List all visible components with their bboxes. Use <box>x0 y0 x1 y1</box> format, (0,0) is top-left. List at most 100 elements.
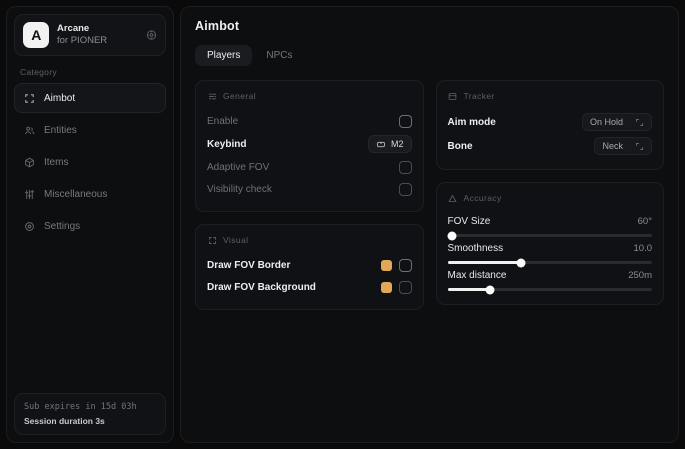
row-label: Bone <box>447 140 473 152</box>
row-bone: Bone Neck <box>447 134 652 158</box>
sidebar-item-label: Items <box>44 156 69 168</box>
row-label: Draw FOV Border <box>207 259 291 271</box>
card-general: General Enable Keybind <box>195 80 424 212</box>
slider-smoothness: Smoothness 10.0 <box>447 239 653 267</box>
logo-letter: A <box>31 27 41 43</box>
card-accuracy-header: Accuracy <box>448 193 653 203</box>
bone-value: Neck <box>602 141 623 151</box>
enable-checkbox[interactable] <box>398 114 412 128</box>
bone-select[interactable]: Neck <box>594 137 652 155</box>
card-title: Tracker <box>463 91 495 101</box>
sidebar-nav: Aimbot Entities Items <box>14 83 166 241</box>
slider-header: Max distance 250m <box>448 270 653 281</box>
profile-card[interactable]: A Arcane for PIONER <box>14 14 166 56</box>
left-column: General Enable Keybind <box>195 80 424 310</box>
row-label: Draw FOV Background <box>207 281 316 293</box>
row-label: Aim mode <box>447 116 496 128</box>
adaptive-fov-checkbox[interactable] <box>398 160 412 174</box>
row-controls <box>380 280 412 294</box>
tab-label: NPCs <box>266 50 293 61</box>
gear-icon[interactable] <box>146 30 157 41</box>
gear-icon <box>23 220 35 232</box>
slider-value: 60° <box>637 216 652 227</box>
sidebar: A Arcane for PIONER Category <box>6 6 174 443</box>
expand-icon <box>635 142 644 151</box>
row-controls <box>398 182 412 196</box>
row-controls <box>398 114 412 128</box>
card-title: Accuracy <box>463 193 502 203</box>
row-draw-fov-border: Draw FOV Border <box>207 254 412 276</box>
sub-expiry-text: Sub expires in 15d 03h <box>24 402 137 412</box>
card-visual: Visual Draw FOV Border Draw FOV Backgrou… <box>195 224 424 310</box>
row-adaptive-fov: Adaptive FOV <box>207 156 412 178</box>
keybind-button[interactable]: M2 <box>367 135 412 153</box>
sidebar-item-aimbot[interactable]: Aimbot <box>14 83 166 113</box>
slider-thumb[interactable] <box>485 285 495 294</box>
tab-npcs[interactable]: NPCs <box>254 45 304 66</box>
profile-name: Arcane <box>57 23 90 35</box>
sidebar-item-miscellaneous[interactable]: Miscellaneous <box>14 179 166 209</box>
slider-track[interactable] <box>447 231 652 240</box>
profile-subtitle: for PIONER <box>57 35 108 46</box>
expand-icon <box>635 118 644 127</box>
slider-label: FOV Size <box>447 216 491 227</box>
page-title: Aimbot <box>195 19 240 33</box>
row-aim-mode: Aim mode On Hold <box>447 110 652 134</box>
slider-track[interactable] <box>447 285 652 294</box>
row-visibility-check: Visibility check <box>207 178 412 200</box>
slider-value: 250m <box>628 270 652 281</box>
keybind-value: M2 <box>390 139 404 149</box>
draw-fov-background-checkbox[interactable] <box>398 280 412 294</box>
row-keybind: Keybind M2 <box>207 132 412 156</box>
sliders-icon <box>23 188 35 200</box>
sidebar-spacer <box>14 241 166 393</box>
card-general-header: General <box>207 91 412 101</box>
card-visual-header: Visual <box>207 235 412 245</box>
row-draw-fov-background: Draw FOV Background <box>207 276 412 298</box>
card-tracker: Tracker Aim mode On Hold <box>435 80 664 170</box>
card-title: Visual <box>223 235 249 245</box>
aim-mode-value: On Hold <box>589 117 623 127</box>
users-icon <box>23 124 35 136</box>
row-enable: Enable <box>207 110 412 132</box>
fov-background-color-swatch[interactable] <box>380 281 392 293</box>
aim-mode-select[interactable]: On Hold <box>581 113 652 131</box>
sidebar-item-entities[interactable]: Entities <box>14 115 166 145</box>
draw-fov-border-checkbox[interactable] <box>398 258 412 272</box>
card-title: General <box>223 91 257 101</box>
slider-header: Smoothness 10.0 <box>448 243 653 254</box>
subscription-status: Sub expires in 15d 03h Session duration … <box>14 393 166 435</box>
window-icon <box>448 91 458 101</box>
crosshair-icon <box>23 92 35 104</box>
row-label: Visibility check <box>207 183 272 195</box>
sidebar-item-label: Miscellaneous <box>44 188 108 200</box>
sidebar-item-settings[interactable]: Settings <box>14 211 166 241</box>
mouse-icon <box>376 140 386 149</box>
sidebar-item-items[interactable]: Items <box>14 147 166 177</box>
visibility-check-checkbox[interactable] <box>398 182 412 196</box>
sidebar-item-label: Settings <box>44 220 81 232</box>
sidebar-item-label: Aimbot <box>44 92 76 104</box>
card-accuracy: Accuracy FOV Size 60° <box>435 182 664 305</box>
slider-track[interactable] <box>447 258 652 267</box>
tab-label: Players <box>207 50 241 61</box>
box-icon <box>23 156 35 168</box>
profile-text: Arcane for PIONER <box>57 23 107 47</box>
row-label: Keybind <box>207 138 247 150</box>
frame-icon <box>207 235 217 245</box>
row-controls: M2 <box>367 135 412 153</box>
sidebar-item-label: Entities <box>44 124 77 136</box>
settings-columns: General Enable Keybind <box>195 80 664 310</box>
right-column: Tracker Aim mode On Hold <box>435 80 664 305</box>
tab-players[interactable]: Players <box>195 45 253 66</box>
slider-label: Smoothness <box>447 243 504 254</box>
slider-fill <box>447 261 522 264</box>
slider-thumb[interactable] <box>516 258 526 267</box>
slider-thumb[interactable] <box>447 231 457 240</box>
slider-label: Max distance <box>447 270 507 281</box>
app-logo: A <box>23 22 49 48</box>
fov-border-color-swatch[interactable] <box>380 259 392 271</box>
slider-header: FOV Size 60° <box>448 216 653 227</box>
slider-fov-size: FOV Size 60° <box>447 212 653 240</box>
sliders-icon <box>207 91 217 101</box>
